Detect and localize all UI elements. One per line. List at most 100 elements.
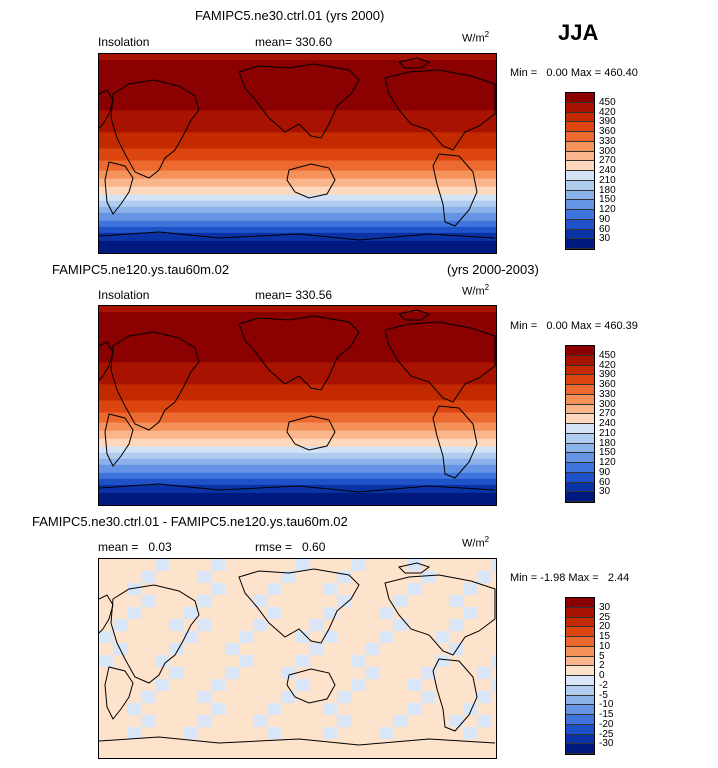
diff-negative-cell xyxy=(141,715,155,727)
insolation-band xyxy=(99,84,496,87)
insolation-band xyxy=(99,332,496,335)
diff-negative-cell xyxy=(449,715,463,727)
insolation-band xyxy=(99,56,496,59)
panel-2-variable-label: Insolation xyxy=(98,288,150,302)
diff-negative-cell xyxy=(225,667,239,679)
diff-negative-cell xyxy=(463,727,477,739)
colorbar-swatch xyxy=(566,443,594,454)
colorbar-tick-label: -2 xyxy=(599,679,608,691)
insolation-band xyxy=(99,442,496,446)
insolation-band xyxy=(99,494,496,498)
insolation-band xyxy=(99,456,496,460)
diff-negative-cell xyxy=(211,583,225,595)
colorbar-swatch xyxy=(566,482,594,493)
colorbar-tick-label: -15 xyxy=(599,709,614,720)
colorbar-tick-label: 300 xyxy=(599,398,616,410)
insolation-band xyxy=(99,112,496,115)
insolation-band xyxy=(99,370,496,373)
insolation-band xyxy=(99,74,496,77)
colorbar-swatch xyxy=(566,472,594,483)
panel-1-colorbar: 450 420 390 360 330 300 270 240 210 180 150 120 90 60… xyxy=(565,92,616,250)
insolation-band xyxy=(99,420,496,424)
diff-negative-cell xyxy=(379,607,393,619)
diff-negative-cell xyxy=(253,619,267,631)
diff-negative-cell xyxy=(393,619,407,631)
colorbar-swatch xyxy=(566,453,594,463)
diff-negative-cell xyxy=(323,727,337,739)
insolation-band xyxy=(99,416,496,420)
insolation-band xyxy=(99,474,496,478)
panel-3-title: FAMIPC5.ne30.ctrl.01 - FAMIPC5.ne120.ys.… xyxy=(32,514,348,529)
insolation-band xyxy=(99,450,496,454)
insolation-band xyxy=(99,378,496,381)
coastline-outline xyxy=(432,658,478,732)
panel-1-units: W/m2 xyxy=(462,30,490,45)
diff-negative-cell xyxy=(295,631,309,643)
insolation-band xyxy=(99,110,496,113)
insolation-band xyxy=(99,472,496,476)
insolation-band xyxy=(99,90,496,93)
insolation-band xyxy=(99,134,496,138)
colorbar-tick-label: 210 xyxy=(599,174,616,186)
colorbar-swatch xyxy=(566,414,594,424)
season-label: JJA xyxy=(558,20,599,45)
coastline-outline xyxy=(99,594,114,634)
colorbar-tick-label: 240 xyxy=(599,418,616,429)
coastline-outline xyxy=(99,231,496,241)
insolation-band xyxy=(99,428,496,432)
insolation-band xyxy=(99,414,496,418)
diff-negative-cell xyxy=(435,631,449,643)
insolation-band xyxy=(99,454,496,458)
panel-1-variable-label: Insolation xyxy=(98,35,150,49)
panel-2-units: W/m2 xyxy=(462,283,490,298)
coastline-outline xyxy=(432,153,478,227)
diff-negative-cell xyxy=(323,703,337,715)
insolation-band xyxy=(99,396,496,400)
colorbar-tick-label: 150 xyxy=(599,194,616,206)
insolation-band xyxy=(99,492,496,496)
diff-negative-cell xyxy=(393,595,407,607)
panel-2-title: FAMIPC5.ne120.ys.tau60m.02 xyxy=(52,262,230,277)
panel-3-minmax: Min = -1.98 Max = 2.44 xyxy=(510,572,630,584)
diff-negative-cell xyxy=(99,655,113,667)
colorbar-tick-label: 30 xyxy=(599,601,611,613)
diff-negative-cell xyxy=(155,655,169,667)
colorbar-tick-label: 90 xyxy=(599,466,611,478)
insolation-band xyxy=(99,398,496,402)
diff-negative-cell xyxy=(323,631,337,643)
insolation-band xyxy=(99,228,496,232)
diff-negative-cell xyxy=(351,559,365,571)
insolation-band xyxy=(99,136,496,140)
insolation-band xyxy=(99,100,496,103)
colorbar-tick-label: 5 xyxy=(599,650,605,662)
insolation-band xyxy=(99,358,496,361)
coastline-outline xyxy=(286,668,336,704)
diff-negative-cell xyxy=(449,595,463,607)
insolation-band xyxy=(99,114,496,117)
diff-negative-cell xyxy=(491,655,496,667)
insolation-band xyxy=(99,326,496,329)
coastline-outline xyxy=(104,161,134,215)
insolation-band xyxy=(99,226,496,230)
insolation-band xyxy=(99,208,496,212)
diff-negative-cell xyxy=(281,571,295,583)
insolation-band xyxy=(99,148,496,152)
colorbar-swatch xyxy=(566,171,594,181)
colorbar-swatch xyxy=(566,607,594,618)
insolation-band xyxy=(99,150,496,154)
panel-1-title: FAMIPC5.ne30.ctrl.01 (yrs 2000) xyxy=(195,8,385,23)
insolation-band xyxy=(99,350,496,353)
diff-negative-cell xyxy=(127,703,141,715)
insolation-band xyxy=(99,128,496,131)
diff-negative-cell xyxy=(281,691,295,703)
insolation-band xyxy=(99,422,496,426)
colorbar-swatch xyxy=(566,151,594,162)
insolation-band xyxy=(99,452,496,456)
insolation-band xyxy=(99,360,496,363)
colorbar-swatch xyxy=(566,695,594,706)
insolation-band xyxy=(99,72,496,75)
insolation-band xyxy=(99,440,496,444)
colorbar-swatch xyxy=(566,210,594,220)
insolation-band xyxy=(99,126,496,129)
insolation-band xyxy=(99,164,496,168)
